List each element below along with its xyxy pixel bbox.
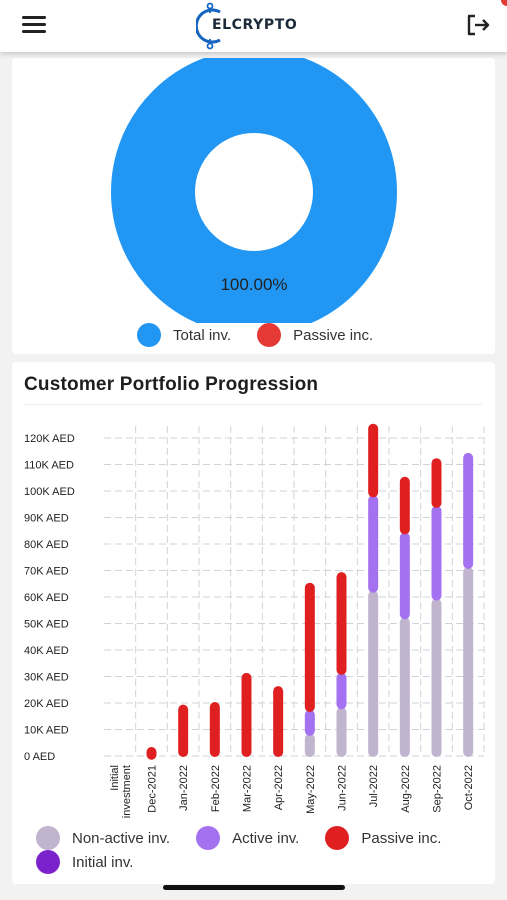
y-tick-label: 30K AED [24, 672, 69, 684]
x-tick-label: Sep-2022 [432, 765, 444, 813]
legend-label: Passive inc. [293, 326, 374, 344]
y-tick-label: 80K AED [24, 539, 69, 551]
x-tick-label: Jun-2022 [337, 765, 349, 811]
y-tick-label: 60K AED [24, 592, 69, 604]
y-tick-label: 100K AED [24, 486, 75, 498]
legend-dot [137, 323, 161, 347]
legend-dot [36, 826, 60, 850]
portfolio-progression-card: Customer Portfolio Progression 0 AED 10K … [12, 362, 495, 884]
notification-corner [501, 0, 507, 6]
legend-item-non-active-inv[interactable]: Non-active inv. [36, 826, 170, 850]
bar-legend-row-2: Initial inv. [36, 850, 159, 874]
bar-legend-row-1: Non-active inv. Active inv. Passive inc. [36, 826, 467, 850]
x-tick-label: Initialinvestment [109, 765, 133, 818]
logout-icon[interactable] [465, 12, 491, 38]
legend-item-active-inv[interactable]: Active inv. [196, 826, 299, 850]
legend-item-initial-inv[interactable]: Initial inv. [36, 850, 133, 874]
legend-label: Total inv. [173, 326, 232, 344]
app-logo: ELCRYPTO [196, 2, 306, 50]
legend-label: Passive inc. [361, 829, 442, 847]
y-tick-label: 40K AED [24, 645, 69, 657]
y-tick-label: 120K AED [24, 433, 75, 445]
app-header: ELCRYPTO [0, 0, 507, 52]
legend-dot [36, 850, 60, 874]
donut-slice-label: 100.00% [220, 275, 287, 294]
chart-title: Customer Portfolio Progression [24, 374, 319, 395]
donut-slice-total-inv[interactable] [111, 49, 397, 335]
x-tick-label: Jul-2022 [368, 765, 380, 807]
allocation-donut-chart: 100.00% [111, 49, 397, 335]
logo-text: ELCRYPTO [212, 17, 298, 33]
y-tick-label: 110K AED [24, 460, 74, 472]
legend-label: Non-active inv. [72, 829, 171, 847]
legend-dot [196, 826, 221, 850]
x-tick-label: May-2022 [305, 765, 317, 814]
donut-legend: Total inv. Passive inc. [137, 323, 399, 347]
legend-item-passive-inc[interactable]: Passive inc. [257, 323, 373, 347]
y-tick-label: 20K AED [24, 698, 69, 710]
legend-item-total-inv[interactable]: Total inv. [137, 323, 231, 347]
x-tick-label: Feb-2022 [210, 765, 222, 812]
y-tick-label: 10K AED [24, 725, 69, 737]
legend-label: Active inv. [232, 829, 300, 847]
logo-mark-icon [196, 2, 221, 50]
x-tick-label: Apr-2022 [273, 765, 285, 810]
legend-dot [325, 826, 350, 850]
y-tick-label: 0 AED [24, 751, 55, 763]
x-tick-label: Aug-2022 [400, 765, 412, 813]
hamburger-menu-icon[interactable] [22, 16, 46, 34]
legend-dot [257, 323, 282, 347]
home-indicator [163, 885, 345, 890]
y-tick-label: 90K AED [24, 513, 69, 525]
y-tick-label: 70K AED [24, 566, 69, 578]
portfolio-bar-chart: 0 AED 10K AED 20K AED 30K AED 40K AED 50K AED… [24, 423, 485, 818]
x-tick-label: Mar-2022 [242, 765, 254, 812]
x-tick-label: Jan-2022 [178, 765, 190, 811]
x-tick-label: Oct-2022 [463, 765, 475, 810]
legend-label: Initial inv. [72, 853, 134, 871]
x-tick-label: Dec-2021 [147, 765, 159, 813]
title-divider [24, 404, 482, 405]
y-tick-label: 50K AED [24, 619, 69, 631]
legend-item-passive-inc[interactable]: Passive inc. [325, 826, 441, 850]
allocation-card: 100.00% Total inv. Passive inc. [12, 49, 495, 354]
